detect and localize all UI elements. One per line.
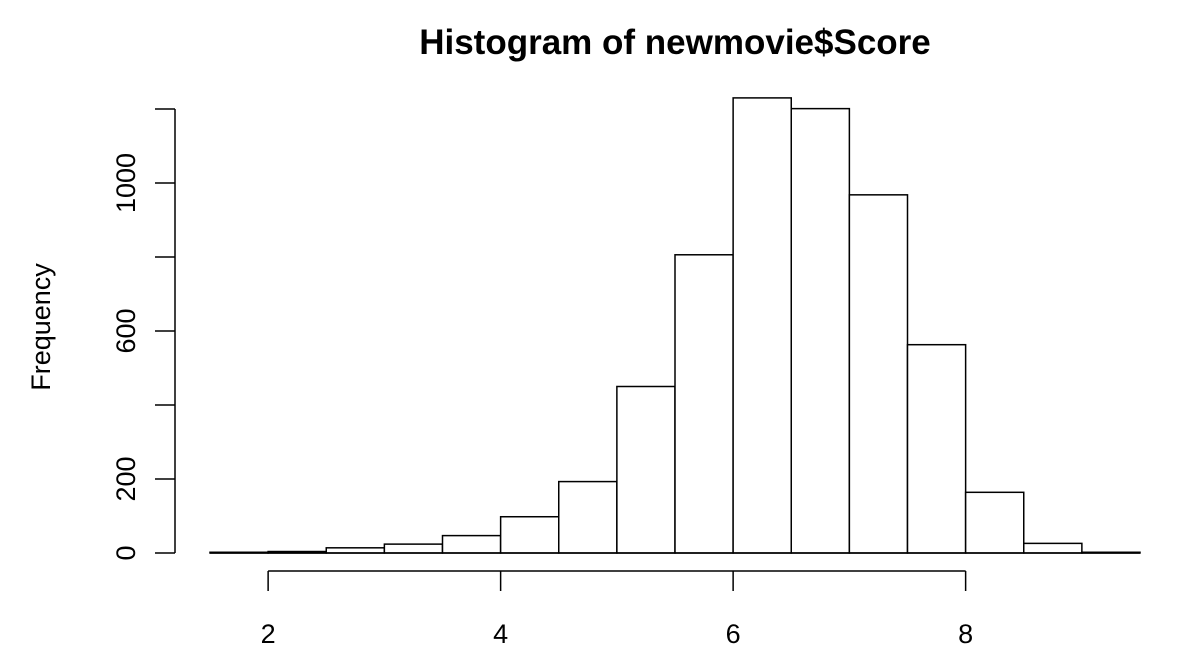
y-tick-label-200: 200 — [111, 456, 141, 501]
histogram-bar-4 — [441, 534, 502, 554]
histogram-bar-11 — [848, 194, 909, 554]
histogram-bar-5 — [499, 515, 560, 554]
y-tick-label-1000: 1000 — [111, 153, 141, 213]
chart-title: Histogram of newmovie$Score — [419, 23, 931, 62]
histogram-bar-13 — [964, 491, 1025, 554]
y-tick-label-0: 0 — [111, 545, 141, 560]
bars-group — [209, 97, 1141, 554]
y-axis: 0 200 600 1000 — [111, 108, 176, 561]
histogram-bar-10 — [790, 107, 851, 554]
x-axis: 2 4 6 8 — [261, 570, 973, 649]
histogram-bar-8 — [674, 254, 734, 554]
x-tick-label-4: 4 — [493, 619, 508, 649]
y-axis-label: Frequency — [26, 263, 56, 391]
x-tick-label-8: 8 — [958, 619, 973, 649]
histogram-bar-6 — [558, 480, 618, 554]
histogram-bar-2 — [325, 547, 386, 554]
histogram-bar-9 — [732, 97, 792, 554]
histogram-bar-12 — [906, 343, 967, 554]
x-tick-label-2: 2 — [261, 619, 276, 649]
histogram-bar-7 — [616, 385, 676, 554]
histogram-bar-14 — [1023, 542, 1083, 554]
x-tick-label-6: 6 — [726, 619, 741, 649]
histogram-bar-3 — [383, 543, 444, 554]
y-tick-label-600: 600 — [111, 308, 141, 353]
